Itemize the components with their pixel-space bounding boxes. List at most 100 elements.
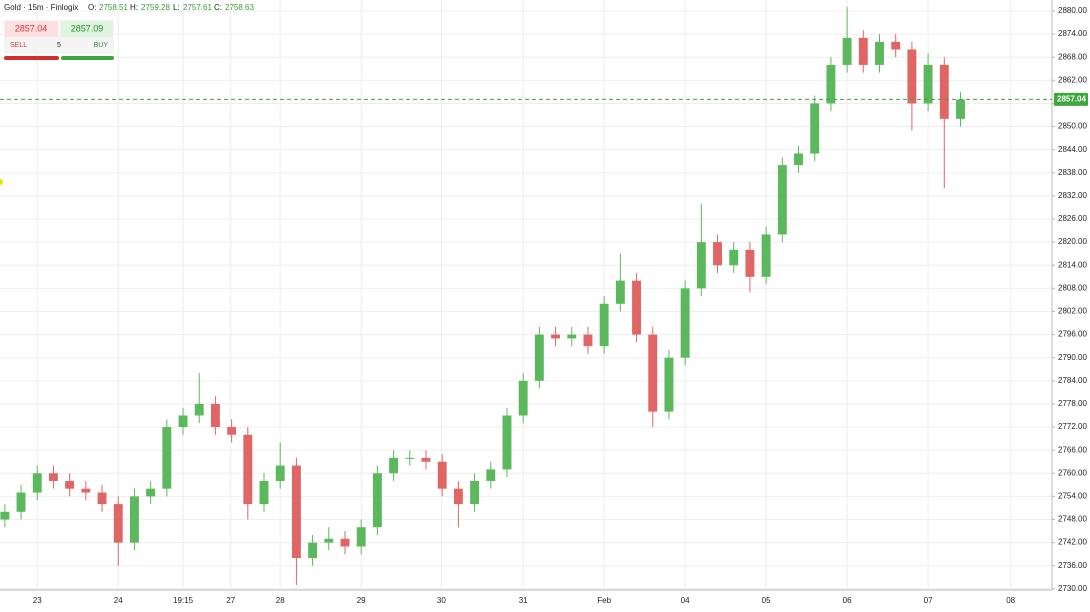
x-tick-label: 23 [33, 596, 42, 605]
candle-body [470, 480, 480, 505]
y-tick-label: 2820.00 [1058, 237, 1087, 246]
candle-body [372, 473, 382, 528]
buy-bar [61, 56, 114, 60]
c-label: C: [214, 3, 222, 12]
quantity[interactable]: 5 [57, 42, 61, 49]
x-tick-label: 30 [437, 596, 446, 605]
candle-body [178, 415, 188, 428]
candle-body [227, 427, 237, 435]
y-tick-label: 2814.00 [1058, 260, 1087, 269]
candle-body [48, 473, 58, 481]
x-tick-label: 29 [357, 596, 366, 605]
last-price-label: 2857.04 [1057, 95, 1086, 104]
candle-body [486, 469, 496, 481]
candle-body [389, 457, 399, 474]
sell-price[interactable]: 2857.04 [15, 23, 48, 33]
x-tick-label: 24 [114, 596, 123, 605]
plot [0, 0, 1052, 590]
candle-body [308, 542, 318, 559]
candle-body [956, 99, 965, 119]
y-tick-label: 2850.00 [1058, 122, 1087, 131]
y-tick-label: 2868.00 [1058, 52, 1087, 61]
candle-body [113, 504, 123, 543]
y-tick-label: 2826.00 [1058, 214, 1087, 223]
sell-bar [4, 56, 59, 60]
candle-body [259, 480, 269, 505]
x-tick-label: 31 [519, 596, 528, 605]
x-tick-label: 06 [843, 596, 852, 605]
candle-body [502, 415, 512, 470]
buy-button[interactable] [61, 21, 113, 37]
y-tick-label: 2748.00 [1058, 515, 1087, 524]
candle-body [97, 492, 107, 505]
y-tick-label: 2730.00 [1058, 584, 1087, 593]
candle-body [858, 37, 868, 65]
candle-body [324, 538, 334, 543]
candle-body [923, 64, 933, 104]
candle-body [599, 303, 609, 347]
x-tick-label: 07 [924, 596, 933, 605]
candle-body [891, 41, 901, 50]
candle-body [745, 249, 755, 277]
y-tick-label: 2772.00 [1058, 422, 1087, 431]
x-tick-label: Feb [597, 596, 611, 605]
candle-body [875, 41, 884, 65]
candle-body [810, 103, 820, 154]
y-tick-label: 2874.00 [1058, 29, 1087, 38]
candle-body [907, 49, 917, 104]
candle-body [32, 473, 42, 493]
candle-body [16, 492, 26, 512]
candle-body [696, 242, 706, 289]
candle-body [275, 465, 285, 481]
x-tick-label: 08 [1006, 596, 1015, 605]
candle-body [210, 403, 220, 428]
l-label: L: [173, 3, 180, 12]
sell-button[interactable] [5, 21, 58, 37]
candle-body [680, 288, 690, 358]
sell-label[interactable]: SELL [10, 42, 27, 49]
candle-body [65, 480, 75, 489]
y-tick-label: 2862.00 [1058, 75, 1087, 84]
y-tick-label: 2832.00 [1058, 191, 1087, 200]
candle-body [340, 538, 350, 547]
o-label: O: [88, 3, 96, 12]
y-tick-label: 2790.00 [1058, 353, 1087, 362]
candle-body [162, 427, 172, 489]
y-tick-label: 2796.00 [1058, 330, 1087, 339]
candle-body [939, 64, 949, 119]
candle-body [243, 434, 253, 505]
y-tick-label: 2880.00 [1058, 6, 1087, 15]
candle-body [518, 380, 528, 416]
candle-body [405, 457, 415, 459]
candles [0, 7, 965, 585]
h-label: H: [130, 3, 138, 12]
y-tick-label: 2766.00 [1058, 445, 1087, 454]
y-tick-label: 2844.00 [1058, 145, 1087, 154]
x-tick-label: 04 [681, 596, 690, 605]
candle-body [194, 403, 204, 416]
x-tick-label: 27 [226, 596, 235, 605]
y-tick-label: 2754.00 [1058, 491, 1087, 500]
candle-body [583, 334, 593, 347]
candle-body [729, 249, 739, 266]
x-tick-label: 05 [762, 596, 771, 605]
candle-body [632, 280, 641, 335]
marker-dot [0, 179, 3, 185]
candle-body [146, 488, 156, 497]
y-tick-label: 2778.00 [1058, 399, 1087, 408]
l-value: 2757.61 [183, 3, 212, 12]
y-tick-label: 2838.00 [1058, 168, 1087, 177]
y-tick-label: 2736.00 [1058, 561, 1087, 570]
candle-body [437, 461, 447, 489]
candle-body [421, 457, 431, 462]
candle-body [664, 357, 674, 412]
trade-widget: 2857.04 2857.09 SELL 5 BUY [4, 20, 114, 60]
buy-price[interactable]: 2857.09 [71, 23, 104, 33]
x-tick-label: 28 [276, 596, 285, 605]
buy-label[interactable]: BUY [94, 42, 109, 49]
candle-body [648, 334, 658, 412]
x-tick-label: 19:15 [173, 596, 194, 605]
y-tick-label: 2742.00 [1058, 538, 1087, 547]
